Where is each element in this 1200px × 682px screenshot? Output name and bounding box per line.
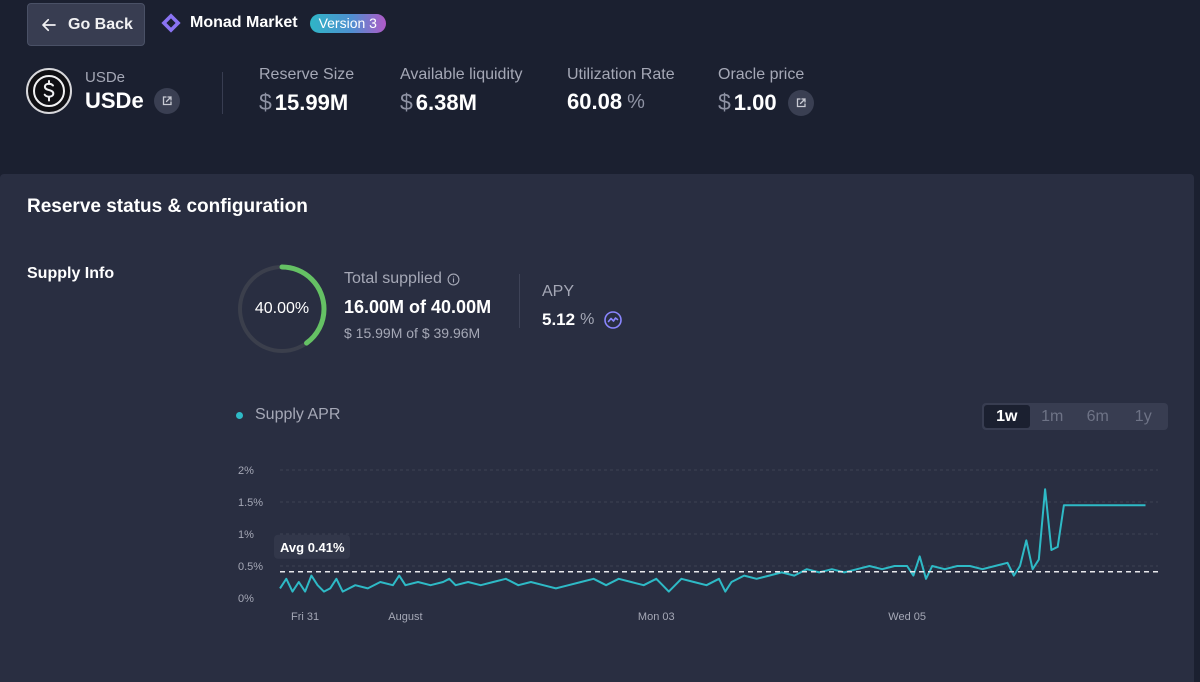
go-back-button[interactable]: Go Back <box>27 3 145 46</box>
x-tick-label: Wed 05 <box>888 611 926 623</box>
average-label-bg <box>274 534 350 559</box>
go-back-label: Go Back <box>68 15 133 33</box>
dollar-coin-icon <box>26 68 72 114</box>
apy-chart-toggle-icon[interactable] <box>603 310 623 330</box>
reserve-size-value: 15.99M <box>274 89 349 115</box>
utilization-rate-unit: % <box>627 90 645 113</box>
arrow-left-icon <box>42 18 56 31</box>
asset-symbol: USDe <box>85 87 144 113</box>
apy-divider <box>519 274 520 328</box>
supply-apr-chart: 0% 0.5% 1% 1.5% 2% Fri 31 August Mon 03 Wed 05 Av… <box>238 465 1158 623</box>
reserve-status-panel: Reserve status & configuration Supply In… <box>0 174 1194 682</box>
supply-cap-ring <box>237 264 327 354</box>
header-divider <box>222 72 223 114</box>
supply-cap-ring-fill <box>237 264 327 354</box>
oracle-price-stat: Oracle price $ 1.00 <box>718 66 814 116</box>
utilization-rate-label: Utilization Rate <box>567 66 675 83</box>
reserve-size-currency: $ <box>259 89 272 115</box>
utilization-rate-stat: Utilization Rate 60.08 % <box>567 66 675 115</box>
asset-external-link-button[interactable] <box>153 87 180 114</box>
supply-apr-line <box>279 488 1146 593</box>
total-supplied-block: Total supplied 16.00M of 40.00M $ 15.99M… <box>344 270 491 341</box>
available-liquidity-label: Available liquidity <box>400 66 523 83</box>
supply-cap-percent: 40.00% <box>254 300 310 317</box>
y-tick-label: 1.5% <box>238 497 263 509</box>
panel-title: Reserve status & configuration <box>27 196 308 217</box>
x-tick-label: August <box>388 611 422 623</box>
reserve-size-label: Reserve Size <box>259 66 355 83</box>
apy-value: 5.12 <box>542 310 576 329</box>
total-supplied-usd: $ 15.99M of $ 39.96M <box>344 325 481 341</box>
external-link-icon <box>162 95 172 105</box>
chart-legend: Supply APR <box>236 406 340 424</box>
oracle-price-currency: $ <box>718 89 731 115</box>
timeframe-selector: 1w 1m 6m 1y <box>982 403 1168 430</box>
available-liquidity-value: 6.38M <box>415 89 477 115</box>
oracle-external-link-button[interactable] <box>787 89 814 116</box>
y-tick-label: 1% <box>238 529 254 541</box>
reserve-size-stat: Reserve Size $ 15.99M <box>259 66 354 116</box>
y-tick-label: 2% <box>238 465 254 477</box>
y-tick-label: 0.5% <box>238 561 263 573</box>
timeframe-1w-button[interactable]: 1w <box>984 405 1030 428</box>
apy-block: APY 5.12 % <box>542 283 623 330</box>
x-tick-label: Fri 31 <box>291 611 319 623</box>
timeframe-6m-button[interactable]: 6m <box>1086 407 1109 425</box>
info-icon[interactable] <box>447 273 460 286</box>
oracle-price-label: Oracle price <box>718 66 805 83</box>
external-link-icon <box>796 97 806 107</box>
supply-info-label: Supply Info <box>27 265 115 282</box>
market-name: Monad Market <box>190 14 298 31</box>
asset-block: USDe USDe <box>26 68 180 114</box>
timeframe-1m-button[interactable]: 1m <box>1041 407 1064 425</box>
x-tick-label: Mon 03 <box>638 611 675 623</box>
utilization-rate-value: 60.08 <box>567 89 623 114</box>
monad-logo-icon <box>161 13 181 33</box>
available-liquidity-currency: $ <box>400 89 413 115</box>
legend-label: Supply APR <box>255 406 341 423</box>
total-supplied-amount: 16.00M of 40.00M <box>344 297 492 317</box>
oracle-price-value: 1.00 <box>733 89 777 115</box>
available-liquidity-stat: Available liquidity $ 6.38M <box>400 66 522 116</box>
apy-label: APY <box>542 283 575 300</box>
total-supplied-label: Total supplied <box>344 270 442 287</box>
asset-name: USDe <box>85 68 126 86</box>
average-label: Avg 0.41% <box>280 540 345 555</box>
version-badge: Version 3 <box>309 13 386 33</box>
y-tick-label: 0% <box>238 593 254 605</box>
apy-unit: % <box>580 311 595 328</box>
timeframe-1y-button[interactable]: 1y <box>1134 407 1152 425</box>
legend-dot <box>236 411 243 419</box>
market-selector[interactable]: Monad Market Version 3 <box>160 12 386 34</box>
top-header: Go Back Monad Market Version 3 USDe USDe <box>0 0 1200 174</box>
